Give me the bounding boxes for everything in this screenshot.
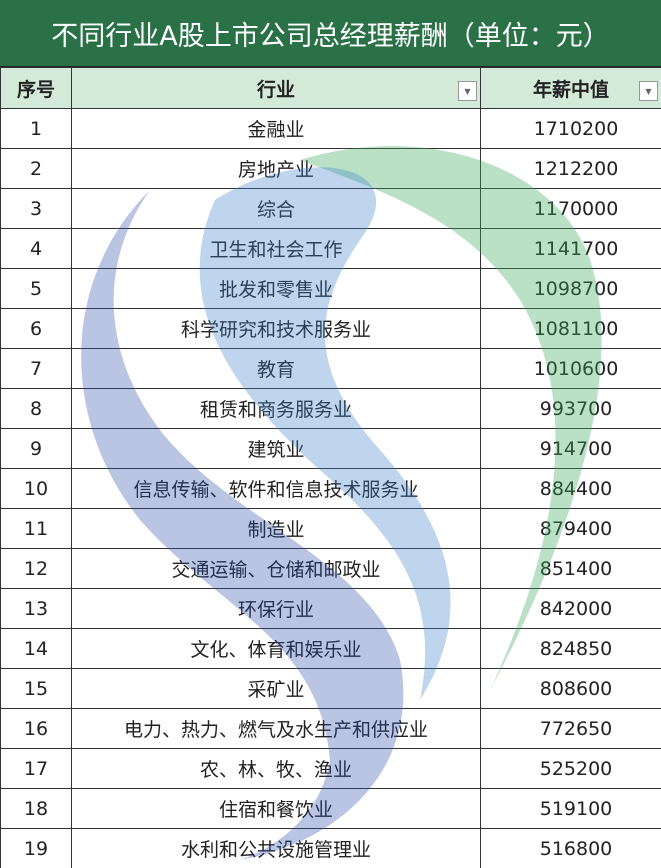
cell-index[interactable]: 13 (0, 588, 72, 629)
cell-index[interactable]: 9 (0, 428, 72, 469)
cell-index[interactable]: 11 (0, 508, 72, 549)
cell-industry[interactable]: 房地产业 (71, 148, 481, 189)
cell-salary[interactable]: 1010600 (480, 348, 661, 389)
cell-index[interactable]: 6 (0, 308, 72, 349)
cell-index[interactable]: 8 (0, 388, 72, 429)
cell-salary[interactable]: 1081100 (480, 308, 661, 349)
cell-index[interactable]: 5 (0, 268, 72, 309)
table-title: 不同行业A股上市公司总经理薪酬（单位：元） (0, 0, 661, 67)
table-row: 6 科学研究和技术服务业 1081100 (0, 308, 661, 349)
table-row: 4 卫生和社会工作 1141700 (0, 228, 661, 269)
cell-index[interactable]: 18 (0, 788, 72, 829)
cell-index[interactable]: 17 (0, 748, 72, 789)
cell-index[interactable]: 10 (0, 468, 72, 509)
table-row: 1 金融业 1710200 (0, 108, 661, 149)
table-row: 2 房地产业 1212200 (0, 148, 661, 189)
cell-salary[interactable]: 879400 (480, 508, 661, 549)
cell-industry[interactable]: 住宿和餐饮业 (71, 788, 481, 829)
table-row: 5 批发和零售业 1098700 (0, 268, 661, 309)
cell-index[interactable]: 3 (0, 188, 72, 229)
cell-salary[interactable]: 824850 (480, 628, 661, 669)
cell-industry[interactable]: 综合 (71, 188, 481, 229)
cell-industry[interactable]: 交通运输、仓储和邮政业 (71, 548, 481, 589)
cell-industry[interactable]: 租赁和商务服务业 (71, 388, 481, 429)
table-row: 7 教育 1010600 (0, 348, 661, 389)
table-row: 14 文化、体育和娱乐业 824850 (0, 628, 661, 669)
header-industry-label: 行业 (256, 78, 295, 101)
table-row: 18 住宿和餐饮业 519100 (0, 788, 661, 829)
cell-industry[interactable]: 建筑业 (71, 428, 481, 469)
cell-industry[interactable]: 批发和零售业 (71, 268, 481, 309)
header-row: 序号 行业 ▼ 年薪中值 ▼ (0, 67, 661, 109)
table-row: 15 采矿业 808600 (0, 668, 661, 709)
cell-salary[interactable]: 851400 (480, 548, 661, 589)
header-index: 序号 (0, 67, 72, 109)
cell-industry[interactable]: 电力、热力、燃气及水生产和供应业 (71, 708, 481, 749)
cell-industry[interactable]: 卫生和社会工作 (71, 228, 481, 269)
table-row: 9 建筑业 914700 (0, 428, 661, 469)
cell-salary[interactable]: 914700 (480, 428, 661, 469)
header-salary-label: 年薪中值 (532, 78, 609, 101)
table-row: 19 水利和公共设施管理业 516800 (0, 828, 661, 868)
cell-industry[interactable]: 信息传输、软件和信息技术服务业 (71, 468, 481, 509)
table-row: 17 农、林、牧、渔业 525200 (0, 748, 661, 789)
cell-salary[interactable]: 525200 (480, 748, 661, 789)
table-row: 10 信息传输、软件和信息技术服务业 884400 (0, 468, 661, 509)
filter-dropdown-icon[interactable]: ▼ (458, 81, 477, 101)
cell-salary[interactable]: 516800 (480, 828, 661, 868)
cell-salary[interactable]: 1710200 (480, 108, 661, 149)
cell-salary[interactable]: 1170000 (480, 188, 661, 229)
cell-index[interactable]: 2 (0, 148, 72, 189)
cell-index[interactable]: 15 (0, 668, 72, 709)
cell-industry[interactable]: 采矿业 (71, 668, 481, 709)
cell-industry[interactable]: 文化、体育和娱乐业 (71, 628, 481, 669)
cell-index[interactable]: 4 (0, 228, 72, 269)
table-row: 13 环保行业 842000 (0, 588, 661, 629)
table-row: 11 制造业 879400 (0, 508, 661, 549)
cell-salary[interactable]: 808600 (480, 668, 661, 709)
cell-index[interactable]: 16 (0, 708, 72, 749)
cell-salary[interactable]: 1098700 (480, 268, 661, 309)
cell-salary[interactable]: 1212200 (480, 148, 661, 189)
cell-industry[interactable]: 农、林、牧、渔业 (71, 748, 481, 789)
cell-index[interactable]: 14 (0, 628, 72, 669)
cell-salary[interactable]: 519100 (480, 788, 661, 829)
cell-index[interactable]: 7 (0, 348, 72, 389)
salary-table: 序号 行业 ▼ 年薪中值 ▼ 1 金融业 1710200 2 房地产业 1212200 3 综合 1… (0, 67, 661, 868)
cell-industry[interactable]: 制造业 (71, 508, 481, 549)
cell-salary[interactable]: 884400 (480, 468, 661, 509)
cell-index[interactable]: 1 (0, 108, 72, 149)
cell-index[interactable]: 19 (0, 828, 72, 868)
header-salary: 年薪中值 ▼ (480, 67, 661, 109)
cell-index[interactable]: 12 (0, 548, 72, 589)
cell-salary[interactable]: 772650 (480, 708, 661, 749)
cell-industry[interactable]: 环保行业 (71, 588, 481, 629)
header-industry: 行业 ▼ (71, 67, 481, 109)
cell-industry[interactable]: 教育 (71, 348, 481, 389)
table-row: 3 综合 1170000 (0, 188, 661, 229)
cell-salary[interactable]: 993700 (480, 388, 661, 429)
cell-salary[interactable]: 842000 (480, 588, 661, 629)
cell-industry[interactable]: 水利和公共设施管理业 (71, 828, 481, 868)
table-row: 8 租赁和商务服务业 993700 (0, 388, 661, 429)
filter-dropdown-icon[interactable]: ▼ (639, 81, 658, 101)
table-row: 16 电力、热力、燃气及水生产和供应业 772650 (0, 708, 661, 749)
cell-industry[interactable]: 金融业 (71, 108, 481, 149)
cell-salary[interactable]: 1141700 (480, 228, 661, 269)
cell-industry[interactable]: 科学研究和技术服务业 (71, 308, 481, 349)
table-row: 12 交通运输、仓储和邮政业 851400 (0, 548, 661, 589)
